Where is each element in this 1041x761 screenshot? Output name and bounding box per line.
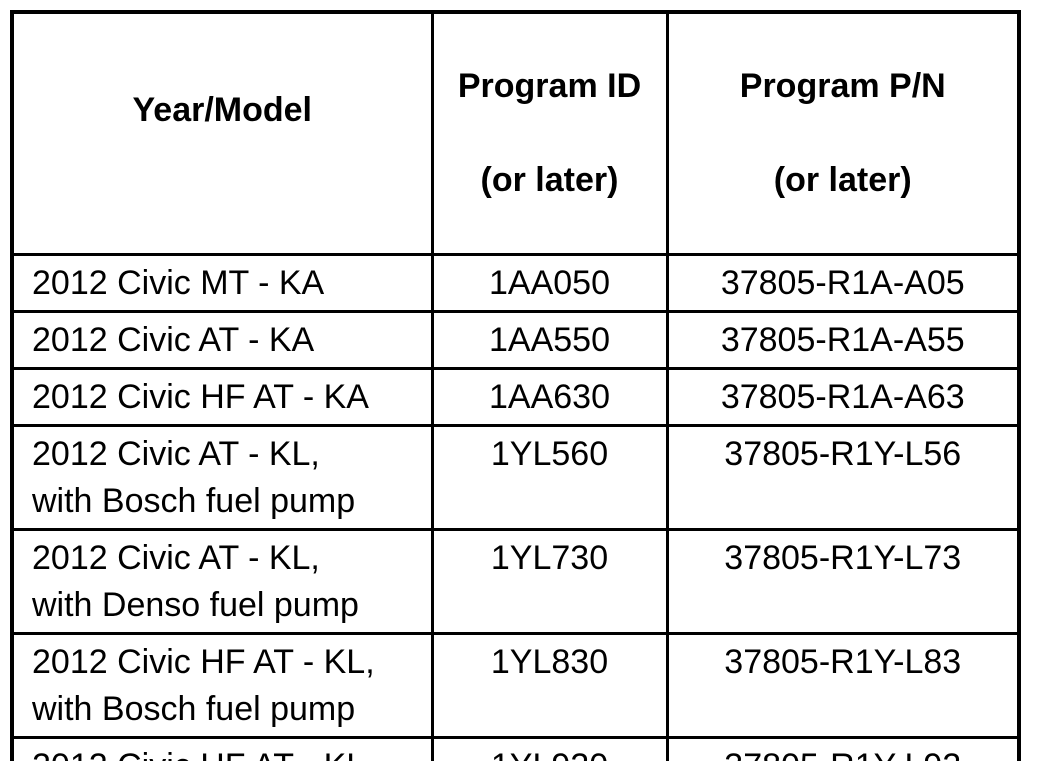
header-year-model: Year/Model <box>10 10 434 256</box>
header-row: Year/Model Program ID (or later) Program… <box>10 10 1021 256</box>
cell-program-id: 1YL560 <box>430 424 669 531</box>
header-program-id-sub: (or later) <box>480 161 619 199</box>
cell-program-id: 1AA550 <box>430 310 669 370</box>
table-row: 2012 Civic AT - KL, with Bosch fuel pump… <box>10 424 1021 531</box>
table-row: 2012 Civic AT - KA 1AA550 37805-R1A-A55 <box>10 310 1021 370</box>
table-header: Year/Model Program ID (or later) Program… <box>10 10 1021 256</box>
cell-program-id: 1YL920 <box>430 736 669 761</box>
cell-year-model: 2012 Civic HF AT - KL, with Denso fuel p… <box>10 736 434 761</box>
cell-year-model: 2012 Civic AT - KL, with Bosch fuel pump <box>10 424 434 531</box>
cell-program-pn: 37805-R1Y-L92 <box>665 736 1021 761</box>
header-program-pn: Program P/N (or later) <box>665 10 1021 256</box>
header-year-model-label: Year/Model <box>132 90 312 129</box>
cell-program-pn: 37805-R1A-A55 <box>665 310 1021 370</box>
cell-program-id: 1AA630 <box>430 367 669 427</box>
cell-program-pn: 37805-R1Y-L73 <box>665 528 1021 635</box>
cell-program-pn: 37805-R1A-A63 <box>665 367 1021 427</box>
cell-year-model: 2012 Civic AT - KA <box>10 310 434 370</box>
header-program-id: Program ID (or later) <box>430 10 669 256</box>
table-row: 2012 Civic AT - KL, with Denso fuel pump… <box>10 528 1021 635</box>
table-row: 2012 Civic MT - KA 1AA050 37805-R1A-A05 <box>10 253 1021 313</box>
cell-program-id: 1YL730 <box>430 528 669 635</box>
header-program-pn-sub: (or later) <box>773 161 912 199</box>
cell-year-model: 2012 Civic MT - KA <box>10 253 434 313</box>
header-program-pn-label: Program P/N <box>739 67 946 105</box>
table-row: 2012 Civic HF AT - KA 1AA630 37805-R1A-A63 <box>10 367 1021 427</box>
table-body: 2012 Civic MT - KA 1AA050 37805-R1A-A05 201… <box>10 253 1021 761</box>
cell-program-id: 1AA050 <box>430 253 669 313</box>
cell-program-pn: 37805-R1Y-L83 <box>665 632 1021 739</box>
cell-year-model: 2012 Civic HF AT - KL, with Bosch fuel p… <box>10 632 434 739</box>
table-row: 2012 Civic HF AT - KL, with Bosch fuel p… <box>10 632 1021 739</box>
header-program-id-label: Program ID <box>457 67 642 105</box>
programs-table: Year/Model Program ID (or later) Program… <box>10 10 1021 761</box>
cell-program-pn: 37805-R1A-A05 <box>665 253 1021 313</box>
document-page: Year/Model Program ID (or later) Program… <box>0 10 1041 761</box>
table-row: 2012 Civic HF AT - KL, with Denso fuel p… <box>10 736 1021 761</box>
cell-program-id: 1YL830 <box>430 632 669 739</box>
cell-year-model: 2012 Civic HF AT - KA <box>10 367 434 427</box>
cell-program-pn: 37805-R1Y-L56 <box>665 424 1021 531</box>
cell-year-model: 2012 Civic AT - KL, with Denso fuel pump <box>10 528 434 635</box>
